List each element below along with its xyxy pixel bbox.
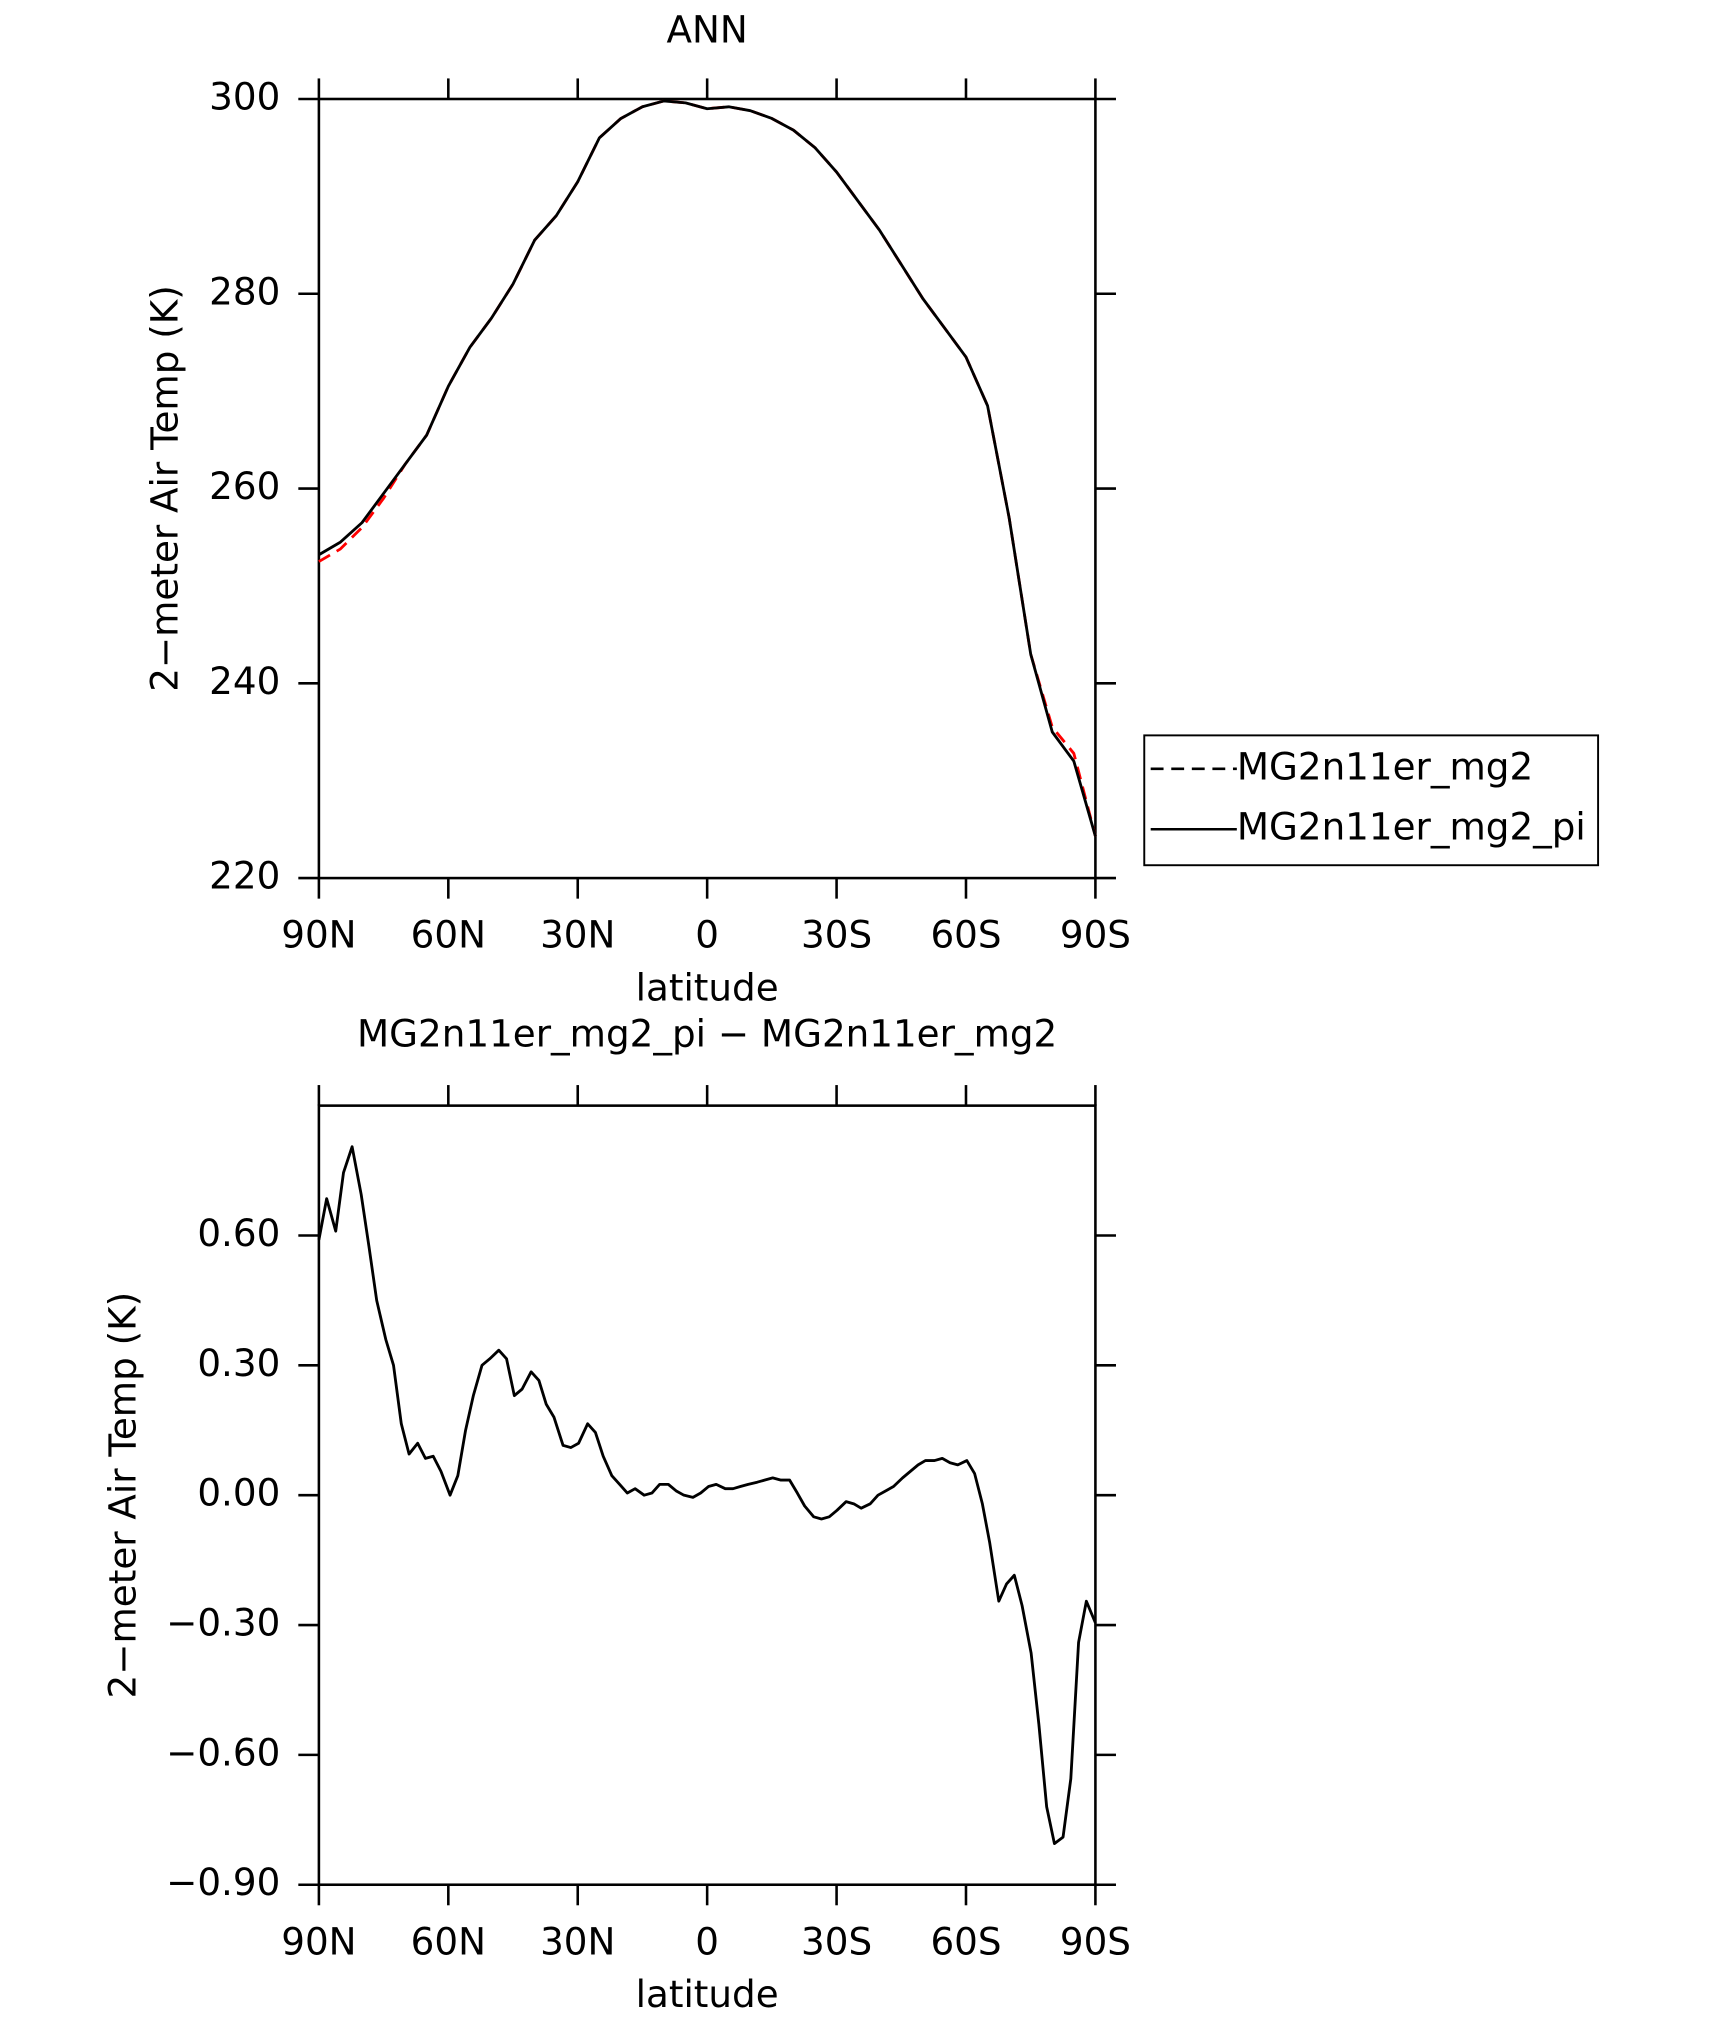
y-tick-label: 280 [209, 269, 280, 313]
plot-frame [317, 1104, 1097, 1887]
x-tick-label: 30N [540, 1919, 615, 1963]
x-tick-label: 60S [930, 913, 1001, 957]
y-tick-label: 0.00 [197, 1471, 280, 1515]
y-tick-label: −0.30 [166, 1601, 280, 1645]
y-tick-label: 240 [209, 659, 280, 703]
series-line [317, 1145, 1097, 1846]
series-line [318, 99, 1097, 837]
x-axis-label: latitude [636, 965, 779, 1009]
x-tick-label: 30S [801, 913, 872, 957]
x-tick-label: 90N [281, 1919, 356, 1963]
y-axis-label: 2−meter Air Temp (K) [100, 1292, 144, 1699]
x-tick-label: 0 [695, 913, 719, 957]
y-tick-label: 0.30 [197, 1341, 280, 1385]
x-tick-label: 30N [540, 913, 615, 957]
y-axis-label: 2−meter Air Temp (K) [143, 285, 187, 692]
x-tick-label: 90S [1060, 913, 1131, 957]
legend-label: MG2n11er_mg2_pi [1237, 805, 1586, 849]
x-tick-label: 30S [801, 1919, 872, 1963]
x-axis-label: latitude [636, 1972, 779, 2016]
x-tick-label: 90N [281, 913, 356, 957]
legend-box [1143, 734, 1600, 867]
x-tick-label: 90S [1060, 1919, 1131, 1963]
y-tick-label: 300 [209, 74, 280, 118]
legend-label: MG2n11er_mg2 [1237, 744, 1533, 788]
x-tick-label: 60S [930, 1919, 1001, 1963]
y-tick-label: −0.90 [166, 1860, 280, 1904]
x-tick-label: 60N [411, 1919, 486, 1963]
x-tick-label: 0 [695, 1919, 719, 1963]
chart-title: ANN [667, 8, 748, 52]
series-line [318, 99, 1097, 837]
y-tick-label: 220 [209, 854, 280, 898]
chart-title: MG2n11er_mg2_pi − MG2n11er_mg2 [357, 1012, 1057, 1056]
y-tick-label: −0.60 [166, 1730, 280, 1774]
y-tick-label: 260 [209, 464, 280, 508]
y-tick-label: 0.60 [197, 1211, 280, 1255]
x-tick-label: 60N [411, 913, 486, 957]
plot-frame [317, 97, 1097, 880]
